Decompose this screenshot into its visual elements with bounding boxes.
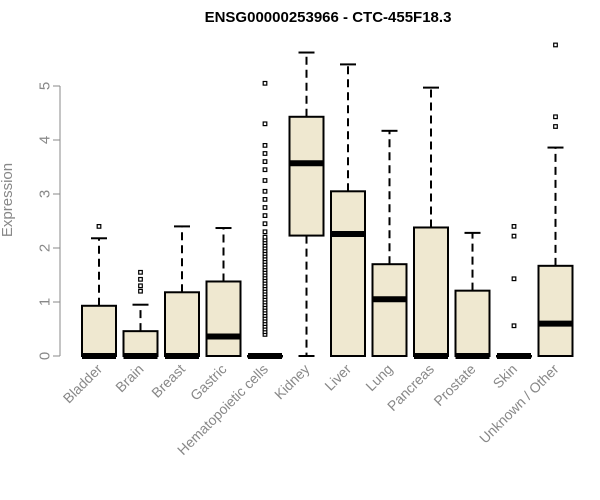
outlier-point bbox=[138, 276, 143, 282]
box-prostate bbox=[454, 231, 491, 359]
y-axis-label: Expression bbox=[0, 163, 16, 237]
box-body bbox=[122, 330, 159, 358]
box-body bbox=[330, 190, 366, 357]
y-tick-label: 5 bbox=[36, 82, 53, 90]
x-tick-label: Skin bbox=[490, 361, 521, 392]
outlier-point bbox=[262, 167, 268, 173]
outlier-point bbox=[511, 276, 517, 282]
box-body bbox=[81, 304, 117, 357]
box-lung bbox=[371, 129, 408, 358]
outlier-point bbox=[553, 42, 558, 48]
outlier-point bbox=[262, 188, 268, 194]
y-tick-label: 4 bbox=[36, 136, 53, 144]
outlier-point bbox=[262, 80, 268, 86]
x-tick-label: Bladder bbox=[60, 361, 106, 407]
x-tick-label: Brain bbox=[112, 361, 146, 395]
outlier-point bbox=[262, 151, 268, 156]
outlier-point bbox=[262, 221, 268, 227]
outlier-point bbox=[511, 233, 517, 239]
chart-title: ENSG00000253966 - CTC-455F18.3 bbox=[205, 9, 452, 26]
x-tick-label: Kidney bbox=[271, 361, 313, 403]
outlier-point bbox=[138, 288, 143, 294]
y-tick-label: 2 bbox=[36, 244, 53, 252]
outlier-point bbox=[262, 197, 268, 202]
box-body bbox=[371, 263, 408, 358]
x-tick-label: Liver bbox=[321, 361, 354, 394]
outlier-point bbox=[262, 121, 268, 127]
outlier-point bbox=[511, 224, 517, 229]
outlier-point bbox=[262, 229, 268, 235]
outlier-point bbox=[138, 269, 143, 275]
box-kidney bbox=[288, 51, 325, 357]
box-brain bbox=[122, 269, 159, 359]
y-tick-label: 0 bbox=[36, 352, 53, 360]
outlier-point bbox=[262, 143, 268, 148]
box-group bbox=[81, 42, 574, 359]
box-pancreas bbox=[413, 86, 449, 359]
outlier-point bbox=[262, 178, 268, 183]
y-axis: 0 1 2 3 4 5 bbox=[36, 82, 61, 360]
box-breast bbox=[164, 225, 200, 359]
outlier-point bbox=[262, 213, 268, 219]
outlier-point bbox=[511, 323, 517, 329]
box-body bbox=[205, 280, 242, 358]
outlier-point bbox=[553, 124, 558, 129]
y-tick-label: 1 bbox=[36, 298, 53, 306]
box-body bbox=[454, 289, 491, 357]
box-body bbox=[288, 115, 325, 237]
outlier-point bbox=[262, 234, 268, 240]
outlier-point bbox=[96, 224, 102, 229]
outlier-point bbox=[262, 159, 268, 165]
outlier-point bbox=[138, 283, 143, 289]
outlier-point bbox=[553, 114, 558, 120]
box-body bbox=[537, 264, 574, 358]
box-unknown-other bbox=[537, 42, 574, 358]
box-body bbox=[164, 291, 200, 357]
box-body bbox=[413, 226, 449, 357]
x-tick-label: Unknown / Other bbox=[476, 361, 562, 447]
x-tick-label: Lung bbox=[362, 361, 395, 394]
box-gastric bbox=[205, 227, 242, 358]
box-hematopoietic-cells bbox=[247, 80, 283, 359]
x-tick-label: Prostate bbox=[430, 361, 478, 409]
box-bladder bbox=[81, 224, 117, 359]
box-liver bbox=[330, 63, 366, 357]
box-skin bbox=[496, 224, 532, 359]
outlier-point bbox=[262, 205, 268, 210]
x-tick-label: Breast bbox=[148, 361, 188, 401]
y-tick-label: 3 bbox=[36, 190, 53, 198]
